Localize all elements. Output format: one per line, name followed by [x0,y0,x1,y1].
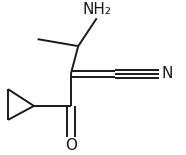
Text: N: N [161,66,173,81]
Text: NH₂: NH₂ [82,2,111,17]
Text: O: O [65,138,77,153]
